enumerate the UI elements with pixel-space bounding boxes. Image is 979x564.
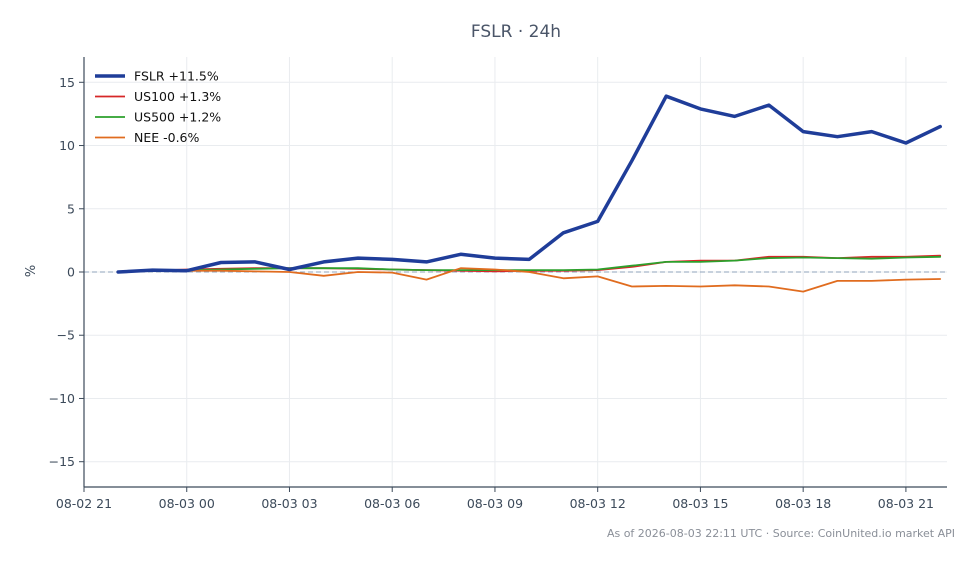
legend-label-4: NEE -0.6% <box>134 130 200 145</box>
y-tick-label: 15 <box>59 75 75 90</box>
x-tick-label: 08-02 21 <box>56 496 112 511</box>
y-axis-label: % <box>24 265 39 277</box>
x-tick-label: 08-03 09 <box>467 496 523 511</box>
legend-label-3: US500 +1.2% <box>134 110 221 125</box>
x-tick-label: 08-03 03 <box>261 496 317 511</box>
ticks-layer: −15 −10 −5 0 5 10 15 08-02 21 08-03 00 08-03 03 08… <box>49 75 934 511</box>
x-tick-label: 08-03 18 <box>775 496 831 511</box>
x-tick-label: 08-03 21 <box>878 496 934 511</box>
y-tick-label: −10 <box>49 391 75 406</box>
y-tick-label: −5 <box>57 328 75 343</box>
x-tick-label: 08-03 12 <box>570 496 626 511</box>
series-line-1 <box>116 94 942 274</box>
y-tick-label: 5 <box>67 201 75 216</box>
y-tick-label: 0 <box>67 265 75 280</box>
y-tick-label: 10 <box>59 138 75 153</box>
x-tick-label: 08-03 00 <box>159 496 215 511</box>
x-tick-label: 08-03 06 <box>364 496 420 511</box>
footer-source: As of 2026-08-03 22:11 UTC · Source: Coi… <box>607 527 955 540</box>
y-tick-label: −15 <box>49 454 75 469</box>
legend: FSLR +11.5% US100 +1.3% US500 +1.2% NEE -0.… <box>95 69 221 145</box>
legend-label-1: FSLR +11.5% <box>134 69 219 84</box>
x-tick-label: 08-03 15 <box>672 496 728 511</box>
legend-label-2: US100 +1.3% <box>134 89 221 104</box>
series-line-3 <box>117 255 942 273</box>
chart-title: FSLR · 24h <box>471 22 561 42</box>
series-layer <box>116 94 942 293</box>
series-line-4 <box>117 267 942 293</box>
